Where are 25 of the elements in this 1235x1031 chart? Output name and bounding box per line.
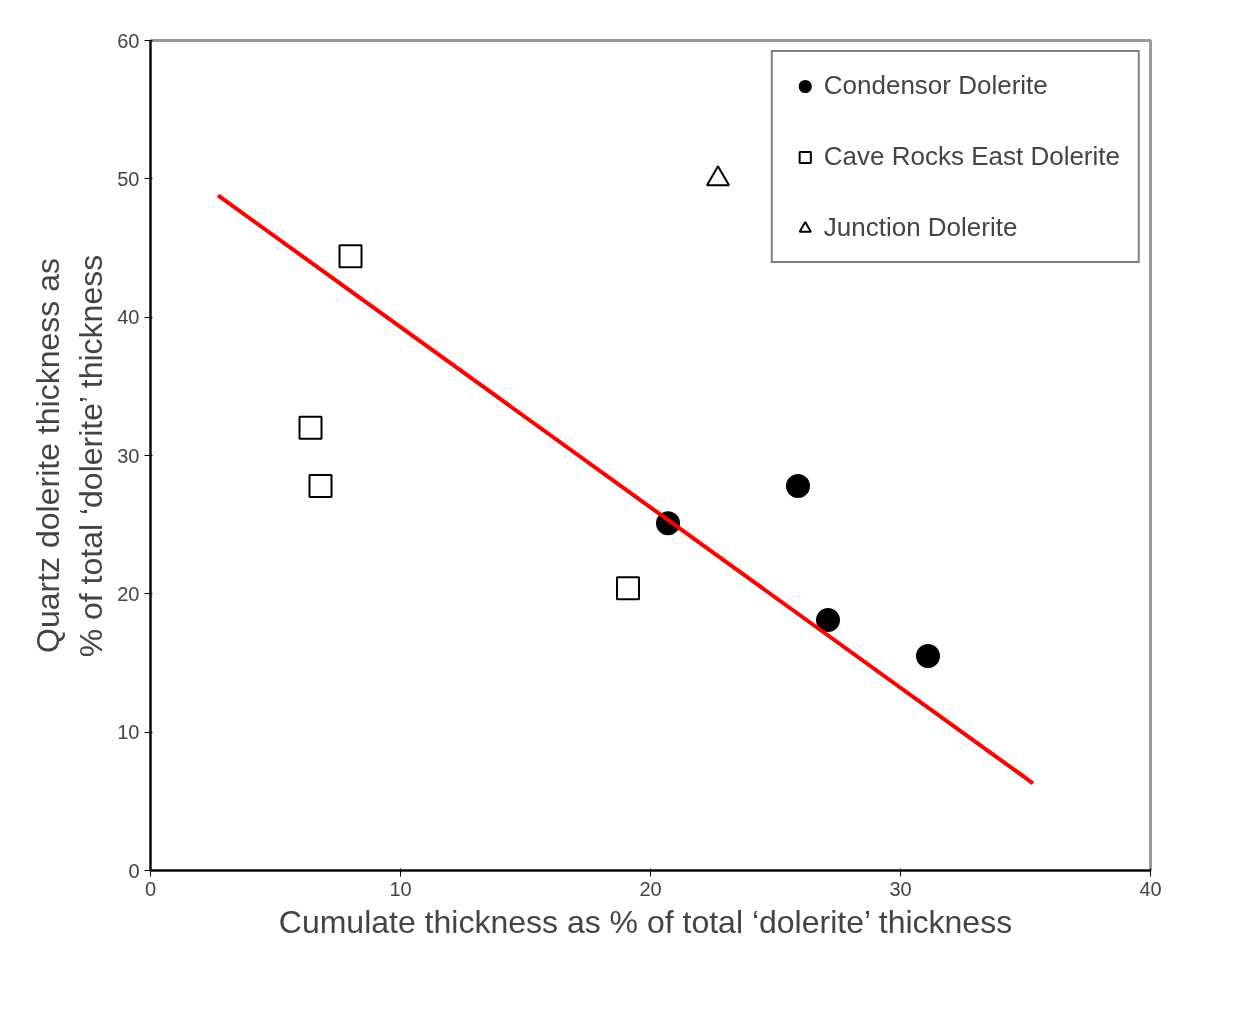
x-tick-label: 20 bbox=[639, 877, 662, 900]
y-tick-label: 60 bbox=[117, 29, 140, 52]
point bbox=[786, 473, 810, 498]
y-tick-label: 30 bbox=[117, 444, 140, 467]
point bbox=[298, 415, 323, 440]
point bbox=[706, 165, 730, 187]
legend-label: Cave Rocks East Dolerite bbox=[823, 141, 1120, 172]
point bbox=[916, 644, 940, 669]
y-tick-label: 0 bbox=[128, 859, 140, 882]
x-tick-label: 40 bbox=[1139, 877, 1162, 900]
x-tick-label: 0 bbox=[144, 877, 157, 900]
point bbox=[338, 244, 363, 269]
y-axis-title: Quartz dolerite thickness as % of total ‘dolerite’ thickness bbox=[30, 254, 110, 658]
legend-label: Condensor Dolerite bbox=[823, 70, 1048, 101]
point bbox=[816, 608, 840, 633]
x-tick-label: 30 bbox=[889, 877, 912, 900]
y-tick-label: 40 bbox=[117, 306, 140, 329]
x-tick-label: 10 bbox=[389, 877, 412, 900]
legend-label: Junction Dolerite bbox=[823, 212, 1018, 243]
point bbox=[616, 576, 640, 601]
y-tick-label: 50 bbox=[117, 167, 140, 190]
point bbox=[308, 473, 333, 498]
x-axis-title: Cumulate thickness as % of total ‘dolerite’ thickness bbox=[278, 903, 1013, 940]
y-tick-label: 10 bbox=[117, 721, 140, 744]
y-tick-label: 20 bbox=[117, 582, 140, 605]
